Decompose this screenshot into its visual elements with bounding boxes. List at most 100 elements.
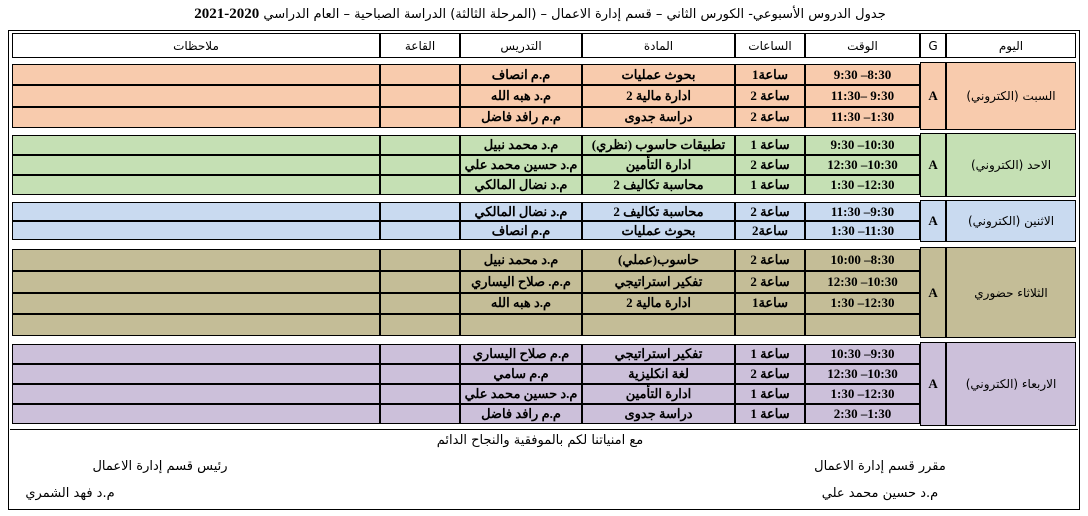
hours-cell: 2 ساعة: [735, 202, 805, 221]
subject-cell: دراسة جدوى: [582, 404, 735, 424]
day-name: الثلاثاء حضوري: [946, 247, 1076, 338]
hours-cell: 1 ساعة: [735, 175, 805, 195]
notes-cell: [12, 270, 380, 293]
teacher-cell: م.د محمد نبيل: [460, 249, 582, 271]
time-cell: 12:30 –10:30: [805, 364, 920, 384]
notes-cell: [12, 292, 380, 315]
subject-cell: تفكير استراتيجي: [582, 270, 735, 293]
hours-cell: 1 ساعة: [735, 404, 805, 424]
subject-cell: ادارة مالية 2: [582, 292, 735, 315]
time-cell: [805, 314, 920, 336]
hours-cell: 2 ساعة: [735, 85, 805, 107]
subject-cell: محاسبة تكاليف 2: [582, 175, 735, 195]
room-cell: [380, 344, 460, 364]
teacher-cell: م.م سامي: [460, 364, 582, 384]
hours-cell: 1ساعة: [735, 64, 805, 86]
room-cell: [380, 64, 460, 86]
notes-cell: [12, 85, 380, 107]
teacher-cell: م.م. صلاح اليساري: [460, 270, 582, 293]
subject-cell: ادارة مالية 2: [582, 85, 735, 107]
room-cell: [380, 155, 460, 175]
group: A: [920, 247, 946, 338]
teacher-cell: م.م انصاف: [460, 64, 582, 86]
group: A: [920, 342, 946, 426]
year: 2020-2021: [194, 6, 260, 22]
room-cell: [380, 364, 460, 384]
time-cell: 10:00 –8:30: [805, 249, 920, 271]
room-cell: [380, 106, 460, 128]
teacher-cell: م.م رافد فاضل: [460, 106, 582, 128]
room-cell: [380, 314, 460, 336]
header-teacher: التدريس: [460, 33, 582, 58]
time-cell: 12:30 –10:30: [805, 155, 920, 175]
hours-cell: 1 ساعة: [735, 344, 805, 364]
notes-cell: [12, 249, 380, 271]
right-name: م.د حسين محمد علي: [821, 486, 939, 501]
time-cell: 1:30 –12:30: [805, 292, 920, 315]
hours-cell: 2 ساعة: [735, 249, 805, 271]
subject-cell: تفكير استراتيجي: [582, 344, 735, 364]
teacher-cell: م.د هبه الله: [460, 292, 582, 315]
notes-cell: [12, 384, 380, 404]
hours-cell: 2 ساعة: [735, 155, 805, 175]
room-cell: [380, 270, 460, 293]
notes-cell: [12, 344, 380, 364]
teacher-cell: م.د حسين محمد علي: [460, 155, 582, 175]
right-title: مقرر قسم إدارة الاعمال: [814, 459, 946, 474]
hours-cell: 2ساعة: [735, 221, 805, 240]
group: A: [920, 133, 946, 197]
group: A: [920, 200, 946, 242]
room-cell: [380, 135, 460, 155]
hours-cell: 1ساعة: [735, 292, 805, 315]
room-cell: [380, 404, 460, 424]
frame: [8, 30, 1080, 510]
notes-cell: [12, 314, 380, 336]
day-name: السبت (الكتروني): [946, 62, 1076, 130]
hours-cell: 2 ساعة: [735, 364, 805, 384]
room-cell: [380, 221, 460, 240]
header-group: G: [920, 33, 946, 58]
title-row: جدول الدروس الأسبوعي- الكورس الثاني – قس…: [150, 6, 930, 23]
left-name: م.د فهد الشمري: [25, 486, 115, 501]
subject-cell: تطبيقات حاسوب (نظري): [582, 135, 735, 155]
teacher-cell: م.م رافد فاضل: [460, 404, 582, 424]
subject-cell: حاسوب(عملي): [582, 249, 735, 271]
time-cell: 9:30 –8:30: [805, 64, 920, 86]
teacher-cell: م.د نضال المالكي: [460, 175, 582, 195]
time-cell: 2:30 –1:30: [805, 404, 920, 424]
day-name: الاثنين (الكتروني): [946, 200, 1076, 242]
notes-cell: [12, 404, 380, 424]
teacher-cell: م.د حسين محمد علي: [460, 384, 582, 404]
teacher-cell: م.م صلاح اليساري: [460, 344, 582, 364]
time-cell: 1:30 –12:30: [805, 175, 920, 195]
header-time: الوقت: [805, 33, 920, 58]
hours-cell: 2 ساعة: [735, 106, 805, 128]
group: A: [920, 62, 946, 130]
time-cell: 1:30 –11:30: [805, 221, 920, 240]
hours-cell: 2 ساعة: [735, 270, 805, 293]
separator: [10, 429, 1078, 430]
day-name: الاربعاء (الكتروني): [946, 342, 1076, 426]
teacher-cell: [460, 314, 582, 336]
notes-cell: [12, 364, 380, 384]
day-name: الاحد (الكتروني): [946, 133, 1076, 197]
teacher-cell: م.م انصاف: [460, 221, 582, 240]
teacher-cell: م.د محمد نبيل: [460, 135, 582, 155]
wish: مع امنياتنا لكم بالموفقية والنجاح الدائم: [436, 433, 644, 448]
header-room: القاعة: [380, 33, 460, 58]
room-cell: [380, 175, 460, 195]
subject-cell: [582, 314, 735, 336]
header-hours: الساعات: [735, 33, 805, 58]
notes-cell: [12, 64, 380, 86]
time-cell: 9:30 –10:30: [805, 135, 920, 155]
header-day: اليوم: [946, 33, 1076, 58]
time-cell: 11:30 –9:30: [805, 202, 920, 221]
notes-cell: [12, 106, 380, 128]
hours-cell: 1 ساعة: [735, 384, 805, 404]
subject-cell: بحوث عمليات: [582, 221, 735, 240]
subject-cell: بحوث عمليات: [582, 64, 735, 86]
left-title: رئيس قسم إدارة الاعمال: [92, 459, 228, 474]
hours-cell: [735, 314, 805, 336]
notes-cell: [12, 202, 380, 221]
